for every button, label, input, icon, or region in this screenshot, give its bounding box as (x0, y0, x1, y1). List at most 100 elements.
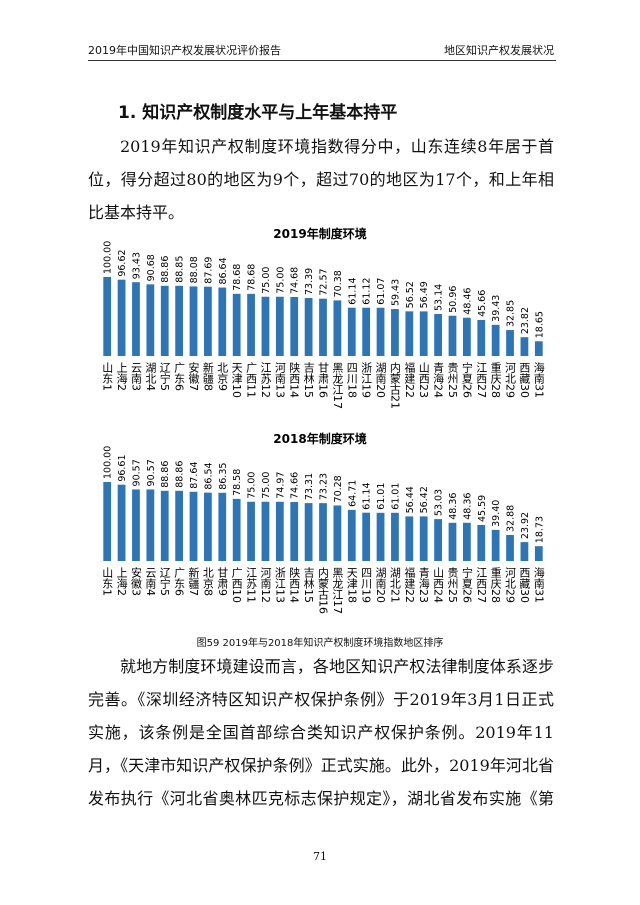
bar (204, 286, 212, 356)
x-tick-label: 湖南20 (374, 567, 387, 603)
value-label: 64.71 (347, 480, 358, 507)
x-tick-label: 广西11 (245, 362, 258, 398)
x-tick-label: 西藏30 (518, 362, 531, 398)
bar (376, 512, 385, 561)
value-label: 86.64 (218, 257, 229, 284)
bar (506, 330, 514, 356)
bar (146, 284, 155, 356)
value-label: 45.59 (477, 495, 488, 522)
value-label: 53.14 (434, 284, 445, 311)
x-tick-label: 山东1 (101, 567, 114, 596)
bar (520, 337, 529, 356)
x-tick-label: 天津18 (345, 567, 358, 603)
bar (376, 307, 385, 356)
x-tick-label: 吉林15 (302, 362, 315, 398)
value-label: 96.61 (117, 454, 128, 481)
x-tick-label: 浙江13 (273, 567, 286, 603)
x-tick-label: 安徽3 (129, 566, 142, 596)
value-label: 75.00 (275, 267, 286, 294)
bar (434, 314, 442, 356)
value-label: 75.00 (261, 267, 272, 294)
x-tick-label: 上海2 (115, 567, 128, 596)
x-tick-label: 黑龙江17 (331, 362, 344, 409)
value-label: 61.12 (362, 278, 373, 305)
value-label: 23.82 (520, 307, 531, 334)
value-label: 87.69 (203, 257, 214, 284)
bar (491, 324, 500, 356)
x-tick-label: 新疆8 (201, 361, 214, 391)
x-tick-label: 宁夏26 (460, 361, 473, 398)
x-tick-label: 青海23 (417, 567, 430, 603)
bar (534, 546, 543, 561)
x-tick-label: 河北29 (504, 567, 517, 603)
x-tick-label: 甘肃9 (216, 567, 229, 596)
x-tick-label: 内蒙古21 (388, 361, 401, 409)
x-tick-label: 湖北21 (388, 567, 401, 603)
bar (391, 512, 399, 561)
bar (175, 490, 184, 561)
paragraph: 就地方制度环境建设而言，各地区知识产权法律制度体系逐步完善。《深圳经济特区知识产… (88, 657, 554, 808)
chart: 2018年制度环境 100.00 山东1 96.61 上海2 90.57 安徽3 90.57 云… (101, 431, 546, 614)
bar (405, 311, 414, 356)
bar (534, 341, 543, 356)
bar (362, 512, 371, 561)
x-tick-label: 山东1 (101, 362, 114, 391)
bar (290, 502, 299, 561)
header-left: 2019年中国知识产权发展状况评价报告 (88, 44, 281, 57)
value-label: 78.58 (232, 469, 243, 496)
value-label: 56.42 (419, 486, 430, 513)
x-tick-label: 重庆28 (489, 566, 502, 603)
bar (103, 277, 112, 356)
bar (347, 307, 356, 356)
x-tick-label: 云南4 (144, 567, 157, 596)
value-label: 88.85 (175, 256, 186, 283)
value-label: 18.73 (534, 516, 545, 543)
x-tick-label: 云南3 (129, 362, 142, 391)
value-label: 32.85 (506, 300, 517, 327)
bar (247, 293, 255, 356)
bar (261, 501, 270, 561)
value-label: 73.23 (319, 473, 330, 500)
x-tick-label: 北京8 (201, 567, 214, 596)
x-tick-label: 海南31 (532, 566, 545, 603)
value-label: 61.01 (376, 483, 387, 510)
value-label: 100.00 (103, 446, 114, 479)
bar (462, 522, 471, 561)
value-label: 86.54 (203, 462, 214, 489)
bar (491, 529, 500, 561)
caption: 图59 2019年与2018年知识产权制度环境指数地区排序 (196, 638, 444, 649)
bar (132, 282, 140, 356)
x-tick-label: 辽宁5 (158, 362, 171, 391)
value-label: 45.66 (477, 290, 488, 317)
bar (232, 293, 241, 356)
value-label: 93.43 (131, 252, 142, 279)
value-label: 90.57 (131, 459, 142, 486)
x-tick-label: 广东6 (173, 362, 186, 391)
value-label: 56.52 (405, 281, 416, 308)
bar (405, 516, 414, 561)
chart-title: 2018年制度环境 (273, 431, 366, 446)
bar (304, 298, 313, 356)
x-tick-label: 贵州25 (446, 362, 459, 398)
bar (232, 498, 241, 561)
bar (448, 315, 457, 356)
x-tick-label: 新疆7 (187, 566, 200, 596)
x-tick-label: 安徽7 (187, 361, 200, 391)
bar (261, 296, 270, 356)
bar (275, 296, 284, 356)
x-tick-label: 四川19 (360, 567, 373, 603)
value-label: 48.36 (462, 493, 473, 520)
value-label: 70.28 (333, 475, 344, 502)
bar (448, 522, 457, 561)
bar (189, 286, 198, 356)
bar (218, 287, 227, 356)
x-tick-label: 重庆28 (489, 361, 502, 398)
value-label: 39.43 (491, 295, 502, 322)
value-label: 61.07 (376, 278, 387, 305)
value-label: 75.00 (261, 472, 272, 499)
x-tick-label: 福建22 (403, 566, 416, 603)
value-label: 88.86 (160, 461, 171, 488)
x-tick-label: 四川18 (345, 362, 358, 398)
value-label: 72.57 (319, 268, 330, 295)
